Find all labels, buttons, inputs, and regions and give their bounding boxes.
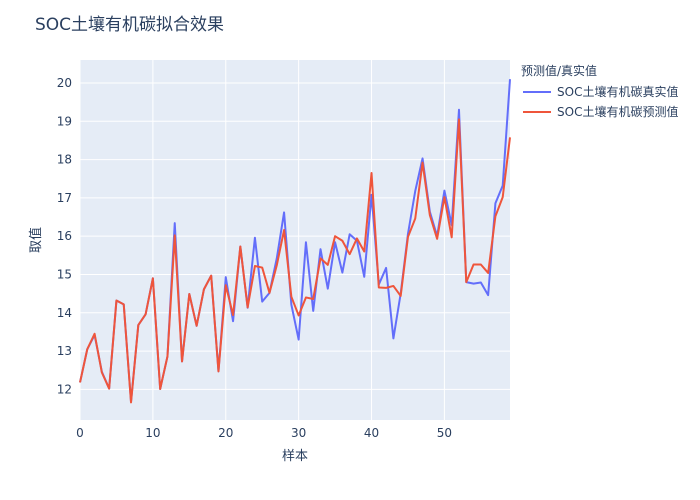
y-tick-label: 17 (57, 191, 72, 205)
legend-label-predicted: SOC土壤有机碳预测值 (557, 104, 678, 119)
y-tick-label: 13 (57, 344, 72, 358)
legend: 预测值/真实值 SOC土壤有机碳真实值 SOC土壤有机碳预测值 (521, 63, 678, 119)
x-axis-title: 样本 (282, 449, 308, 464)
y-tick-label: 14 (57, 306, 72, 320)
x-tick-label: 40 (364, 426, 379, 440)
x-tick-label: 30 (291, 426, 306, 440)
y-tick-label: 19 (57, 114, 72, 128)
legend-item-predicted[interactable]: SOC土壤有机碳预测值 (523, 104, 678, 119)
x-tick-label: 0 (76, 426, 84, 440)
chart-title: SOC土壤有机碳拟合效果 (35, 14, 224, 35)
y-axis-ticks: 12 13 14 15 16 17 18 19 20 (57, 76, 72, 396)
y-tick-label: 16 (57, 229, 72, 243)
y-tick-label: 15 (57, 267, 72, 281)
x-tick-label: 20 (218, 426, 233, 440)
legend-item-actual[interactable]: SOC土壤有机碳真实值 (523, 84, 678, 99)
x-tick-label: 10 (145, 426, 160, 440)
y-axis-title: 取值 (28, 227, 44, 253)
x-axis-ticks: 0 10 20 30 40 50 (76, 426, 452, 440)
x-tick-label: 50 (437, 426, 452, 440)
x-grid (79, 60, 445, 420)
y-grid (80, 82, 510, 390)
plot-area[interactable] (80, 60, 510, 420)
legend-label-actual: SOC土壤有机碳真实值 (557, 84, 678, 99)
y-tick-label: 18 (57, 153, 72, 167)
series-lines (79, 79, 511, 404)
y-tick-label: 20 (57, 76, 72, 90)
series-line-predicted[interactable] (79, 118, 511, 404)
y-tick-label: 12 (57, 382, 72, 396)
legend-title: 预测值/真实值 (521, 63, 597, 78)
